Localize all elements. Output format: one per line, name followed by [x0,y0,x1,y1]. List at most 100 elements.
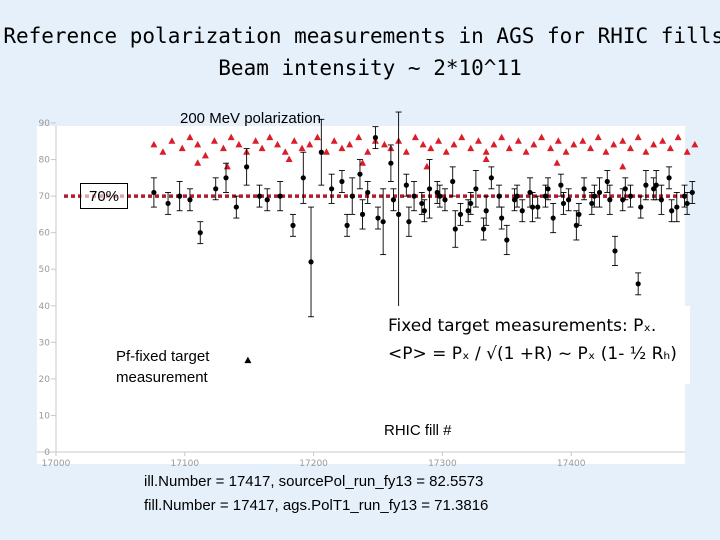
x-tick-label: 17400 [557,459,586,469]
ags-pol-point [681,193,688,199]
reference-label: 70% [80,183,128,209]
source-pol-point [223,162,231,170]
ags-pol-point [388,160,394,166]
y-tick-label: 70 [39,192,51,202]
ags-pol-point [669,208,675,214]
source-pol-point [306,140,314,148]
ags-pol-point [344,222,350,228]
source-pol-point [467,144,475,152]
ags-pol-point [406,219,412,225]
ags-pol-point [450,178,456,185]
source-pol-point [313,133,321,141]
y-tick-label: 20 [39,375,51,385]
y-tick-label: 80 [39,156,51,166]
source-pol-point [281,148,289,155]
ags-pol-point [666,175,672,181]
ags-pol-point [483,208,489,214]
source-pol-point [602,148,610,155]
source-pol-point [505,144,513,152]
y-tick-label: 60 [39,229,51,239]
pf-fixed-target-point [244,356,252,364]
ags-pol-point [213,186,219,192]
ags-pol-point [372,135,379,141]
source-pol-point [364,148,372,155]
ags-pol-point [177,193,183,199]
source-pol-point [402,148,410,155]
ags-pol-point [244,164,250,170]
ags-pol-point [499,215,505,221]
ags-pol-point [187,197,193,203]
chart-subtitle: 200 MeV polarization [180,110,321,127]
source-pol-point [258,144,266,152]
ags-pol-point [622,186,628,192]
source-pol-point [674,133,682,141]
ags-pol-point [560,200,567,207]
x-ticks: 17000 17100 17200 17300 17400 [42,452,586,469]
ags-pol-point [689,189,695,196]
plot-area [37,126,685,464]
source-pol-point [210,137,218,144]
source-pol-point [168,137,176,144]
ags-pol-point [318,149,324,155]
ags-pol-point [434,189,440,196]
ags-pol-point [457,211,464,217]
ags-pol-point [396,211,402,217]
source-pol-point [186,133,194,141]
source-pol-point [547,144,555,152]
source-pol-point [634,133,642,141]
ags-pol-point [223,175,229,181]
source-pol-point [359,159,367,166]
ags-pol-point [535,204,541,210]
ags-pol-point [496,193,502,199]
ags-pol-point [421,208,427,214]
ags-pol-point [264,197,270,203]
ags-pol-point [359,211,366,217]
source-pol-point [619,137,627,144]
source-pol-point [227,133,235,141]
source-pol-point [419,140,427,148]
ags-pol-point [589,200,595,207]
ags-pol-point [635,281,641,287]
readout-source-pol: ill.Number = 17417, sourcePol_run_fy13 =… [144,473,484,490]
source-pol-point [554,137,562,144]
note-line1: Fixed target measurements: Pₓ. [388,316,657,336]
source-pol-point [411,133,419,141]
source-pol-point [427,144,435,152]
source-pol-point [666,144,674,152]
source-pol-point [338,144,346,152]
ags-pol-point [256,193,263,199]
source-pol-point [587,144,595,152]
ags-pol-point [233,204,239,210]
ags-pol-point [674,204,680,210]
ags-pol-point [197,230,203,236]
y-ticks: 0 10 20 30 40 50 60 70 80 90 [39,119,56,458]
page-title: Reference polarization measurements in A… [0,20,720,84]
source-pol-point [330,137,338,144]
source-pol-point [285,155,293,163]
y-tick-label: 40 [39,302,51,312]
readout-ags-pol: fill.Number = 17417, ags.PolT1_run_fy13 … [144,497,489,514]
ags-pol-point [468,200,474,207]
ags-pol-point [607,197,613,203]
ags-pol-point [411,193,417,199]
ags-pol-point [452,226,458,232]
ags-pol-point [300,175,306,181]
ags-pol-point [165,200,171,207]
source-pol-point [626,144,634,152]
y-tick-label: 90 [39,119,51,129]
source-pol-point [514,137,522,144]
fixed-target-note: Fixed target measurements: Pₓ. <P> = Pₓ … [378,306,690,384]
ags-pol-point [403,182,409,188]
y-tick-label: 10 [39,411,51,421]
source-pol-point [650,140,658,148]
source-pol-point [530,140,538,148]
x-tick-label: 17000 [42,459,71,469]
ags-pol-point [596,189,603,196]
pf-label-line2: measurement [116,369,208,386]
source-pol-point [490,140,498,148]
ags-pol-point [488,175,494,181]
source-pol-point [346,140,354,148]
ags-pol-point [365,189,371,196]
ags-pol-point [545,186,551,192]
pf-label-line1: Pf-fixed target [116,348,210,365]
